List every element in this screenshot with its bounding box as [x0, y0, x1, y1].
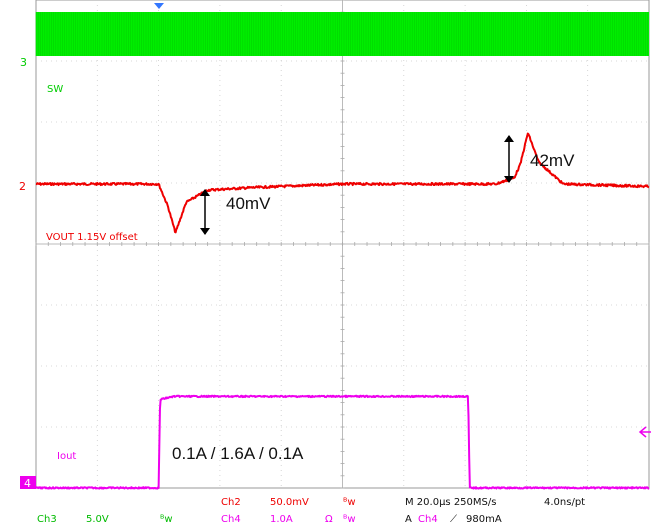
traces: [35, 12, 650, 490]
ch3-scale: 5.0V: [86, 514, 109, 525]
trace-labels: SW VOUT 1.15V offset Iout: [46, 84, 138, 462]
channel-markers: 3 2 4: [19, 3, 651, 490]
ch4-marker: 4: [24, 477, 31, 490]
ch2-marker: 2: [19, 180, 26, 193]
trigger-level: 980mA: [466, 514, 502, 525]
trigger-position-icon: [154, 3, 164, 9]
trigger-source: Ch4: [418, 514, 438, 525]
timebase: M 20.0µs 250MS/s: [405, 497, 496, 508]
series-label-iout: Iout: [57, 451, 76, 462]
undershoot-label: 40mV: [226, 194, 271, 213]
annotations: 40mV 42mV 0.1A / 1.6A / 0.1A: [172, 135, 575, 463]
series-label-vout: VOUT 1.15V offset: [46, 232, 138, 243]
trigger-mode: A: [405, 514, 412, 525]
ch2-scale: 50.0mV: [270, 497, 309, 508]
status-bar: Ch3 5.0V ᴮw Ch2 50.0mV ᴮw Ch4 1.0A Ω ᴮw …: [37, 497, 585, 525]
trigger-level-icon: [638, 426, 651, 438]
iout-trace: [35, 394, 650, 490]
ch4-marker-box: [20, 476, 36, 489]
ch4-scale: 1.0A: [270, 514, 293, 525]
ch4-bw-icon: ᴮw: [343, 514, 356, 525]
trigger-slope-icon: ⟋: [450, 514, 457, 525]
ch2-bw-icon: ᴮw: [343, 497, 356, 508]
ch3-marker: 3: [20, 56, 27, 69]
ch4-ohm-icon: Ω: [325, 514, 333, 525]
series-label-sw: SW: [47, 84, 63, 95]
ch2-name: Ch2: [221, 497, 241, 508]
graticule: [35, 0, 650, 489]
ch3-name: Ch3: [37, 514, 57, 525]
load-step-label: 0.1A / 1.6A / 0.1A: [172, 444, 304, 463]
sw-trace: [35, 12, 648, 56]
sw-trace-band: [36, 12, 649, 56]
overshoot-label: 42mV: [530, 151, 575, 170]
ch3-bw-icon: ᴮw: [160, 514, 173, 525]
ch4-name: Ch4: [221, 514, 241, 525]
vout-trace: [35, 132, 650, 234]
sample-resolution: 4.0ns/pt: [544, 497, 585, 508]
